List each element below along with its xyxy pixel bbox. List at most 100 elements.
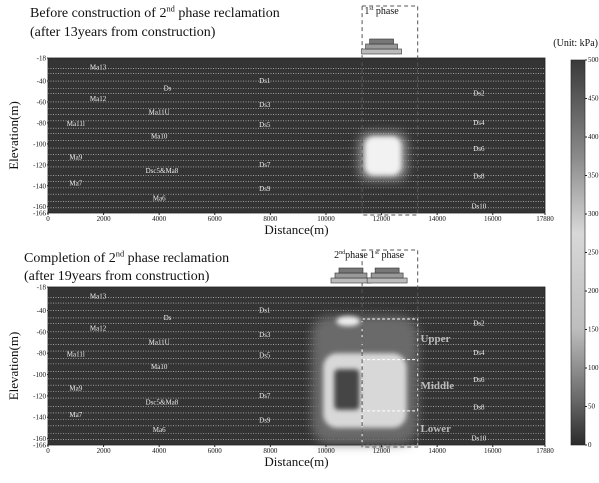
layer-label: Ds9 — [259, 185, 271, 193]
layer-label: Ds — [164, 314, 172, 322]
layer-label: Ma10 — [151, 133, 168, 141]
colorbar-tick-label: 400 — [588, 133, 599, 141]
x-tick-label: 0 — [46, 447, 50, 455]
x-tick-label: 6000 — [208, 215, 223, 223]
chart-subtitle: (after 19years from construction) — [24, 269, 210, 284]
layer-label: Ds1 — [259, 306, 271, 314]
colorbar — [571, 60, 585, 445]
layer-label: Ds9 — [259, 416, 271, 424]
x-tick-label: 2000 — [97, 447, 112, 455]
zone-label: Lower — [420, 423, 451, 435]
y-tick-label: -120 — [33, 392, 46, 400]
zone-label: Upper — [420, 333, 450, 345]
y-tick-label: -166 — [33, 210, 46, 218]
colorbar-tick-label: 500 — [588, 56, 599, 64]
layer-label: Ma11l — [67, 350, 85, 358]
layer-label: Ds — [164, 84, 172, 92]
phase-label-part: phase — [373, 6, 399, 17]
x-tick-label: 16000 — [484, 215, 502, 223]
layer-label: Dsc5&Ma8 — [146, 398, 179, 406]
layer-label: Ma12 — [90, 325, 107, 333]
layer-label: Ma6 — [153, 426, 166, 434]
colorbar-tick-label: 350 — [588, 172, 599, 180]
reclamation-icon — [339, 268, 363, 273]
layer-label: Ds5 — [259, 351, 271, 359]
y-axis-label: Elevation(m) — [6, 332, 21, 401]
x-tick-label: 17880 — [536, 215, 554, 223]
layer-label: Dsc5&Ma8 — [146, 167, 179, 175]
y-tick-label: -80 — [37, 350, 47, 358]
reclamation-icon — [371, 273, 403, 278]
y-tick-label: -100 — [33, 371, 46, 379]
layer-label: Ds7 — [259, 161, 271, 169]
layer-label: Ma7 — [69, 411, 82, 419]
phase-label: 2ndphase — [334, 250, 368, 261]
chart-title-part: Completion of 2 — [24, 251, 116, 266]
phase-label-part: phase — [345, 250, 368, 261]
chart-subtitle: (after 13years from construction) — [30, 25, 216, 40]
chart-title-part: Before construction of 2 — [30, 6, 166, 21]
layer-label: Ds2 — [473, 90, 485, 98]
layer-label: Ds4 — [473, 349, 485, 357]
y-tick-label: -80 — [37, 119, 47, 127]
reclamation-icon — [367, 278, 407, 283]
layer-label: Ds3 — [259, 101, 271, 109]
layer-label: Ds2 — [473, 319, 485, 327]
x-tick-label: 4000 — [152, 215, 167, 223]
colorbar-tick-label: 450 — [588, 95, 599, 103]
layer-label: Ma9 — [69, 384, 82, 392]
layer-label: Ds8 — [473, 404, 485, 412]
x-tick-label: 17880 — [536, 447, 554, 455]
y-tick-label: -18 — [37, 55, 47, 63]
layer-label: Ds6 — [473, 145, 485, 153]
layer-label: Ma13 — [90, 293, 107, 301]
y-tick-label: -100 — [33, 140, 46, 148]
x-tick-label: 0 — [46, 215, 50, 223]
layer-label: Ma6 — [153, 194, 166, 202]
layer-label: Ds10 — [471, 203, 486, 211]
stress-field — [365, 137, 401, 176]
x-tick-label: 16000 — [484, 447, 502, 455]
x-tick-label: 2000 — [97, 215, 112, 223]
x-tick-label: 4000 — [152, 447, 167, 455]
reclamation-icon — [375, 268, 399, 273]
y-tick-label: -18 — [37, 284, 47, 292]
reclamation-icon — [331, 278, 371, 283]
x-axis-label: Distance(m) — [264, 222, 328, 237]
y-tick-label: -120 — [33, 161, 46, 169]
y-tick-label: -60 — [37, 98, 47, 106]
x-tick-label: 12000 — [373, 215, 391, 223]
reclamation-icon — [366, 44, 398, 49]
y-tick-label: -166 — [33, 442, 46, 450]
layer-label: Ma11U — [149, 108, 170, 116]
stress-field — [336, 316, 360, 326]
layer-label: Ma11l — [67, 120, 85, 128]
layer-label: Ds4 — [473, 119, 485, 127]
x-axis-label: Distance(m) — [264, 454, 328, 469]
layer-label: Ma12 — [90, 95, 107, 103]
layer-label: Ds1 — [259, 77, 271, 85]
x-tick-label: 14000 — [428, 215, 446, 223]
layer-label: Ds7 — [259, 392, 271, 400]
chart-title-part: phase reclamation — [124, 251, 229, 266]
layer-label: Ma10 — [151, 363, 168, 371]
x-tick-label: 14000 — [428, 447, 446, 455]
chart-title-part: phase reclamation — [175, 6, 280, 21]
colorbar-title: (Unit: kPa) — [553, 38, 598, 49]
layer-label: Ma11U — [149, 339, 170, 347]
layer-label: Ma7 — [69, 180, 82, 188]
colorbar-tick-label: 0 — [588, 441, 592, 449]
chart-title: Before construction of 2nd phase reclama… — [30, 4, 280, 21]
x-tick-label: 12000 — [373, 447, 391, 455]
y-tick-label: -60 — [37, 328, 47, 336]
layer-label: Ds10 — [471, 435, 486, 443]
y-tick-label: -140 — [33, 414, 46, 422]
y-tick-label: -140 — [33, 182, 46, 190]
layer-label: Ds3 — [259, 331, 271, 339]
y-tick-label: -40 — [37, 78, 47, 86]
layer-label: Ds5 — [259, 121, 271, 129]
layer-label: Ds8 — [473, 172, 485, 180]
colorbar-tick-label: 150 — [588, 326, 599, 334]
colorbar-tick-label: 100 — [588, 364, 599, 372]
layer-label: Ds6 — [473, 376, 485, 384]
